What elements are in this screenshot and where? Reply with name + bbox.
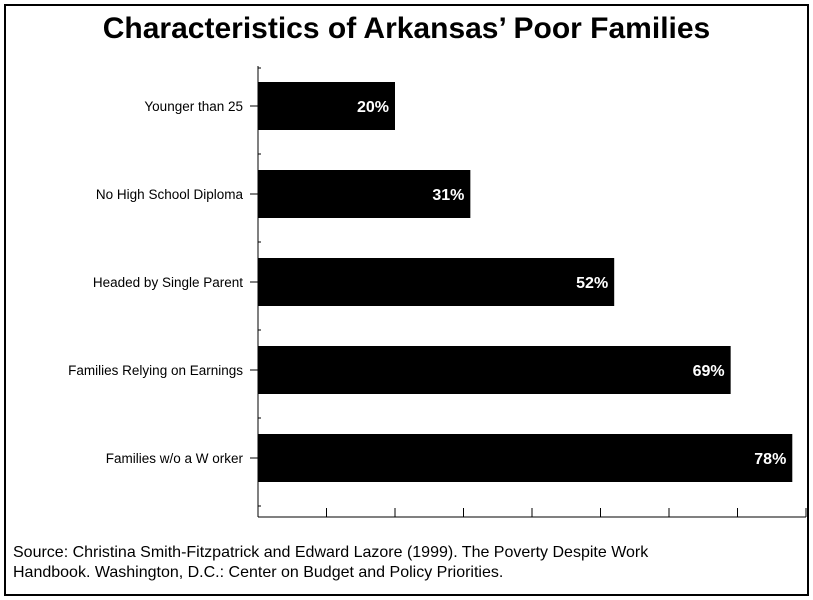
source-line-1: Source: Christina Smith-Fitzpatrick and … bbox=[13, 544, 649, 561]
bar-value-label: 20% bbox=[357, 99, 389, 116]
bar bbox=[258, 346, 731, 394]
category-label: No High School Diploma bbox=[96, 187, 244, 202]
source-line-2: Handbook. Washington, D.C.: Center on Bu… bbox=[13, 564, 504, 581]
bar bbox=[258, 170, 471, 218]
category-label: Families Relying on Earnings bbox=[68, 363, 243, 378]
bar bbox=[258, 434, 793, 482]
category-label: Headed by Single Parent bbox=[93, 275, 243, 290]
bar bbox=[258, 258, 615, 306]
category-label: Younger than 25 bbox=[144, 99, 243, 114]
bar-value-label: 31% bbox=[432, 187, 464, 204]
bar-value-label: 69% bbox=[693, 363, 725, 380]
source-note: Source: Christina Smith-Fitzpatrick and … bbox=[13, 543, 803, 583]
bar-value-label: 78% bbox=[754, 451, 786, 468]
chart-frame bbox=[4, 4, 809, 596]
category-label: Families w/o a W orker bbox=[106, 451, 244, 466]
chart-title: Characteristics of Arkansas’ Poor Famili… bbox=[102, 12, 711, 45]
bar-chart: Younger than 25 20% No High School Diploma… bbox=[68, 66, 807, 518]
bar-value-label: 52% bbox=[576, 275, 608, 292]
bar bbox=[258, 82, 395, 130]
